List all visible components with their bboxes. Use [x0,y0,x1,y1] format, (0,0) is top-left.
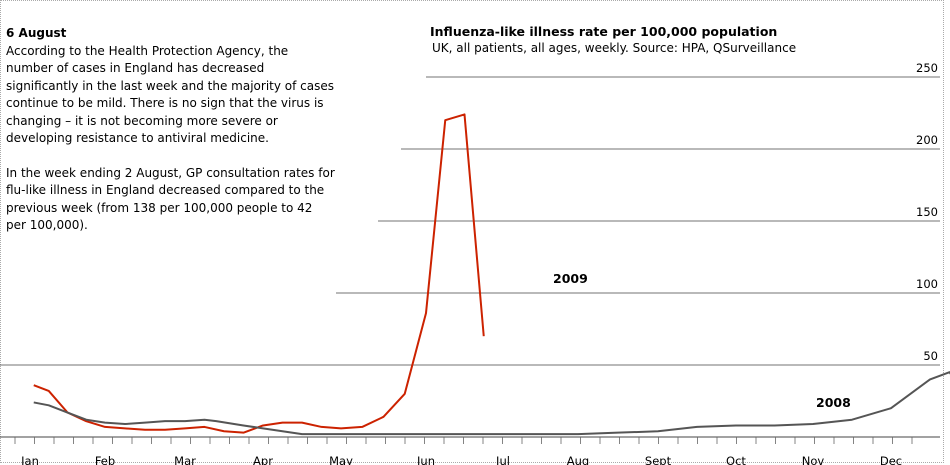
gridlines [0,76,940,366]
chart-subtitle: UK, all patients, all ages, weekly. Sour… [432,41,797,55]
series-label-2009: 2009 [553,271,588,286]
x-tick-label-apr: Apr [253,454,273,465]
x-tick-label-may: May [329,454,353,465]
note-date: 6 August [6,26,67,40]
y-tick-label-150: 150 [916,205,938,219]
note-panel: 6 August According to the Health Protect… [6,25,336,252]
x-tick-label-nov: Nov [802,454,825,465]
y-tick-labels: 50 100 150 200 250 [916,61,938,363]
y-tick-label-200: 200 [916,133,938,147]
x-tick-label-aug: Aug [567,454,589,465]
y-tick-label-100: 100 [916,277,938,291]
x-axis: Jan Feb Mar Apr May Jun Jul Aug Sept Oct Nov Dec [0,436,940,465]
series-labels: 2009 2008 [553,271,851,410]
series-label-2008: 2008 [816,395,851,410]
x-tick-label-jul: Jul [495,454,510,465]
note-paragraph-1: According to the Health Protection Agenc… [6,43,335,146]
y-tick-label-50: 50 [923,349,938,363]
y-tick-label-250: 250 [916,61,938,75]
x-tick-label-sept: Sept [645,454,672,465]
x-tick-label-jun: Jun [416,454,435,465]
series-line-2009 [33,113,485,434]
x-tick-label-oct: Oct [726,454,746,465]
note-paragraph-2: In the week ending 2 August, GP consulta… [6,165,335,233]
series-line-2008 [33,371,950,436]
series-lines [33,113,950,436]
x-tick-label-feb: Feb [95,454,115,465]
x-tick-label-jan: Jan [20,454,39,465]
chart-title: Influenza-like illness rate per 100,000 … [430,24,778,39]
x-tick-label-mar: Mar [174,454,196,465]
x-tick-label-dec: Dec [880,454,902,465]
